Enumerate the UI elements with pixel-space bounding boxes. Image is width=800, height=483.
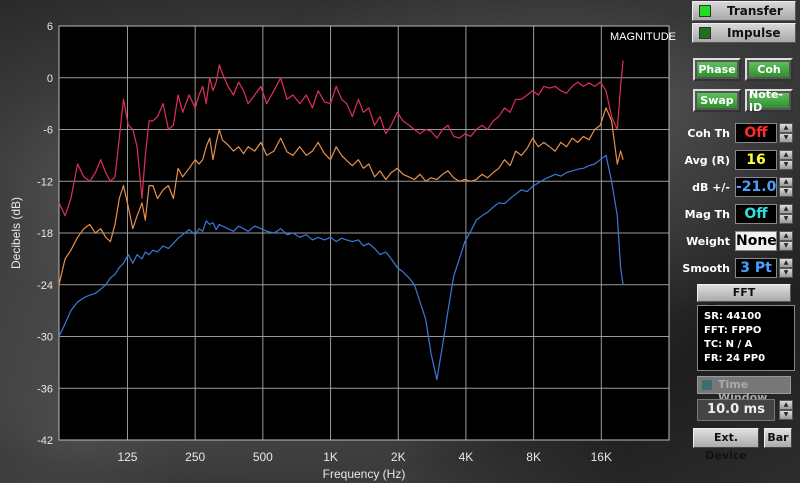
fft-parameters-panel: SR: 44100 FFT: FPPO TC: N / A FR: 24 PP0	[697, 305, 795, 371]
x-tick-label: 4K	[459, 450, 474, 464]
weight-value[interactable]: None	[735, 231, 777, 251]
down-arrow-icon[interactable]: ▼	[779, 410, 793, 420]
coh-th-spinner[interactable]: ▲ ▼	[779, 123, 793, 143]
up-arrow-icon[interactable]: ▲	[779, 150, 793, 160]
transfer-led-icon	[699, 5, 711, 17]
smooth-value[interactable]: 3 Pt	[735, 258, 777, 278]
x-tick-label: 1K	[323, 450, 338, 464]
swap-label: Swap	[697, 93, 737, 108]
x-tick-label: 250	[185, 450, 205, 464]
avg-spinner[interactable]: ▲ ▼	[779, 150, 793, 170]
x-tick-labels: 125 250 500 1K 2K 4K 8K 16K	[117, 450, 612, 464]
smooth-label: Smooth	[682, 262, 730, 275]
mag-th-label: Mag Th	[684, 208, 730, 221]
y-tick-label: -36	[37, 383, 53, 395]
series-line-3	[58, 154, 624, 381]
down-arrow-icon[interactable]: ▼	[779, 241, 793, 251]
db-range-spinner[interactable]: ▲ ▼	[779, 177, 793, 197]
grid	[58, 25, 670, 441]
fft-time-constant: TC: N / A	[704, 339, 753, 350]
time-window-led-icon	[702, 380, 712, 390]
bar-button[interactable]: Bar	[764, 428, 792, 448]
db-range-value[interactable]: -21.0	[735, 177, 777, 197]
mag-th-spinner[interactable]: ▲ ▼	[779, 204, 793, 224]
x-tick-label: 125	[117, 450, 137, 464]
up-arrow-icon[interactable]: ▲	[779, 231, 793, 241]
up-arrow-icon[interactable]: ▲	[779, 400, 793, 410]
transfer-label: Transfer	[727, 4, 783, 18]
fft-frequency-resolution: FR: 24 PP0	[704, 353, 766, 364]
time-window-button[interactable]: Time Window	[697, 376, 791, 404]
fft-sample-rate: SR: 44100	[704, 311, 762, 322]
mag-th-value[interactable]: Off	[735, 204, 777, 224]
fft-size: FFT: FPPO	[704, 325, 762, 336]
x-axis-label: Frequency (Hz)	[323, 467, 406, 481]
x-tick-label: 500	[253, 450, 273, 464]
up-arrow-icon[interactable]: ▲	[779, 123, 793, 133]
down-arrow-icon[interactable]: ▼	[779, 187, 793, 197]
y-tick-label: -6	[43, 125, 53, 137]
db-range-label: dB +/-	[692, 181, 730, 194]
y-tick-label: -30	[37, 332, 53, 344]
down-arrow-icon[interactable]: ▼	[779, 214, 793, 224]
swap-button[interactable]: Swap	[693, 89, 741, 112]
note-id-label: Note-ID	[749, 88, 789, 114]
up-arrow-icon[interactable]: ▲	[779, 177, 793, 187]
impulse-label: Impulse	[727, 26, 781, 40]
y-tick-label: -18	[37, 228, 53, 240]
x-tick-label: 8K	[526, 450, 541, 464]
smooth-spinner[interactable]: ▲ ▼	[779, 258, 793, 278]
time-window-spinner[interactable]: ▲ ▼	[779, 400, 793, 420]
impulse-led-icon	[699, 27, 711, 39]
x-tick-label: 16K	[591, 450, 612, 464]
y-tick-label: -42	[37, 435, 53, 447]
x-tick-label: 2K	[391, 450, 406, 464]
down-arrow-icon[interactable]: ▼	[779, 133, 793, 143]
coh-th-label: Coh Th	[687, 127, 730, 140]
phase-button[interactable]: Phase	[693, 58, 741, 81]
up-arrow-icon[interactable]: ▲	[779, 204, 793, 214]
series-group	[58, 60, 624, 381]
transfer-button[interactable]: Transfer	[692, 1, 796, 21]
series-line-2	[58, 107, 624, 285]
y-tick-label: 6	[47, 21, 53, 33]
chart-title: MAGNITUDE	[610, 31, 676, 43]
up-arrow-icon[interactable]: ▲	[779, 258, 793, 268]
weight-label: Weight	[686, 235, 730, 248]
down-arrow-icon[interactable]: ▼	[779, 268, 793, 278]
series-line-1	[58, 60, 624, 217]
ext-device-button[interactable]: Ext. Device	[693, 428, 759, 462]
coh-button[interactable]: Coh	[745, 58, 793, 81]
avg-value[interactable]: 16	[735, 150, 777, 170]
y-tick-label: -12	[37, 176, 53, 188]
phase-label: Phase	[697, 62, 737, 77]
impulse-button[interactable]: Impulse	[692, 23, 796, 43]
weight-spinner[interactable]: ▲ ▼	[779, 231, 793, 251]
avg-label: Avg (R)	[684, 154, 730, 167]
plot-border	[58, 25, 670, 441]
note-id-button[interactable]: Note-ID	[745, 88, 793, 114]
y-tick-label: 0	[47, 73, 53, 85]
fft-parameters-button[interactable]: FFT Parameters	[697, 284, 791, 315]
coh-th-value[interactable]: Off	[735, 123, 777, 143]
y-tick-label: -24	[37, 280, 53, 292]
time-window-value[interactable]: 10.0 ms	[697, 399, 775, 421]
y-tick-labels: 6 0 -6 -12 -18 -24 -30 -36 -42	[37, 21, 53, 447]
coh-label: Coh	[749, 62, 789, 77]
down-arrow-icon[interactable]: ▼	[779, 160, 793, 170]
y-axis-label: Decibels (dB)	[9, 197, 23, 269]
